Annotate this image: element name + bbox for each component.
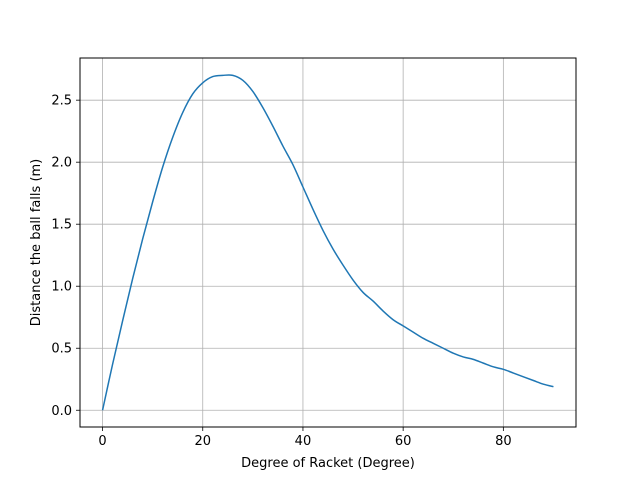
x-tick-label: 40	[295, 434, 312, 449]
y-tick-label: 1.0	[51, 280, 72, 295]
x-tick-label: 0	[98, 434, 106, 449]
series-layer	[101, 74, 554, 411]
series-line	[101, 74, 554, 411]
plot-frame	[79, 57, 577, 428]
y-tick-label: 0.0	[51, 404, 72, 419]
ticks: 0 20 40 60 80 0.0 0.5 1.0 1.5 2.0 2.5	[51, 94, 511, 449]
y-tick-label: 0.5	[51, 342, 72, 357]
y-tick-label: 2.5	[51, 94, 72, 109]
grid	[80, 58, 576, 427]
x-tick-label: 80	[495, 434, 512, 449]
y-axis-label: Distance the ball falls (m)	[29, 159, 44, 327]
x-axis-label: Degree of Racket (Degree)	[241, 456, 415, 471]
y-tick-label: 2.0	[51, 156, 72, 171]
y-tick-label: 1.5	[51, 218, 72, 233]
x-tick-label: 20	[194, 434, 211, 449]
x-tick-label: 60	[395, 434, 412, 449]
